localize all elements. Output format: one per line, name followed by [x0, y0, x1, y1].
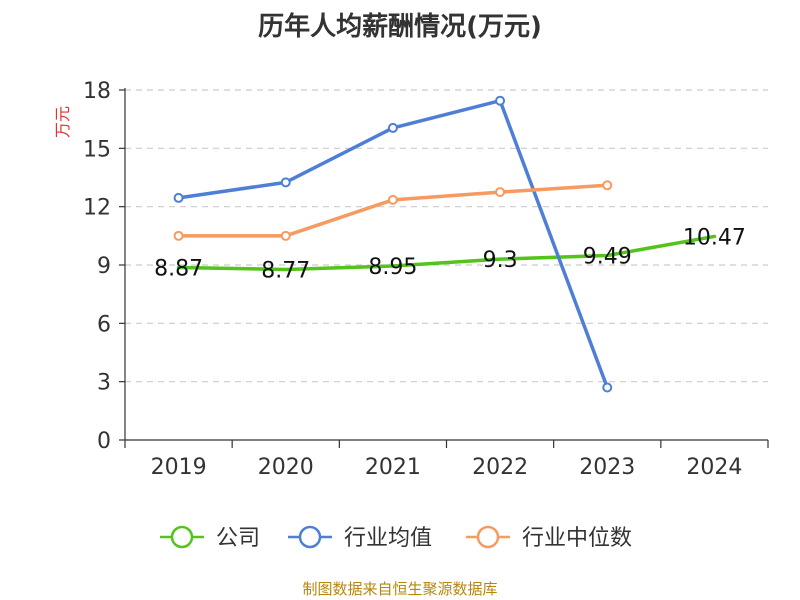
y-axis-label: 万元	[53, 106, 72, 138]
data-point	[173, 192, 184, 203]
x-tick-label: 2021	[365, 455, 421, 480]
data-point	[280, 177, 291, 188]
source-footer: 制图数据来自恒生聚源数据库	[302, 580, 498, 598]
data-point	[602, 180, 613, 191]
y-tick-label: 3	[97, 371, 111, 396]
y-tick-label: 0	[97, 429, 111, 454]
legend-label: 公司	[216, 526, 260, 551]
data-label: 9.49	[583, 244, 632, 269]
data-point	[495, 187, 506, 198]
data-point	[495, 95, 506, 106]
data-point	[387, 194, 398, 205]
y-tick-label: 9	[97, 254, 111, 279]
legend-marker	[298, 525, 322, 549]
data-point	[387, 122, 398, 133]
x-tick-label: 2023	[579, 455, 635, 480]
data-point	[173, 230, 184, 241]
data-point	[280, 230, 291, 241]
y-tick-label: 12	[83, 196, 111, 221]
series-line-1	[176, 98, 609, 390]
y-tick-label: 18	[83, 79, 111, 104]
data-label: 9.3	[483, 248, 518, 273]
x-tick-label: 2020	[258, 455, 314, 480]
legend-marker	[170, 525, 194, 549]
data-label: 8.95	[368, 255, 417, 280]
data-label: 8.87	[154, 257, 203, 282]
y-tick-label: 6	[97, 312, 111, 337]
x-tick-label: 2019	[151, 455, 207, 480]
series-line-0	[176, 234, 717, 272]
legend-marker	[476, 525, 500, 549]
data-point	[602, 382, 613, 393]
legend-label: 行业中位数	[522, 526, 632, 551]
data-label: 8.77	[261, 258, 310, 283]
data-label: 10.47	[683, 225, 746, 250]
x-tick-label: 2024	[686, 455, 742, 480]
chart-title: 历年人均薪酬情况(万元)	[258, 12, 542, 42]
legend-label: 行业均值	[344, 526, 432, 551]
y-tick-label: 15	[83, 137, 111, 162]
x-tick-label: 2022	[472, 455, 528, 480]
